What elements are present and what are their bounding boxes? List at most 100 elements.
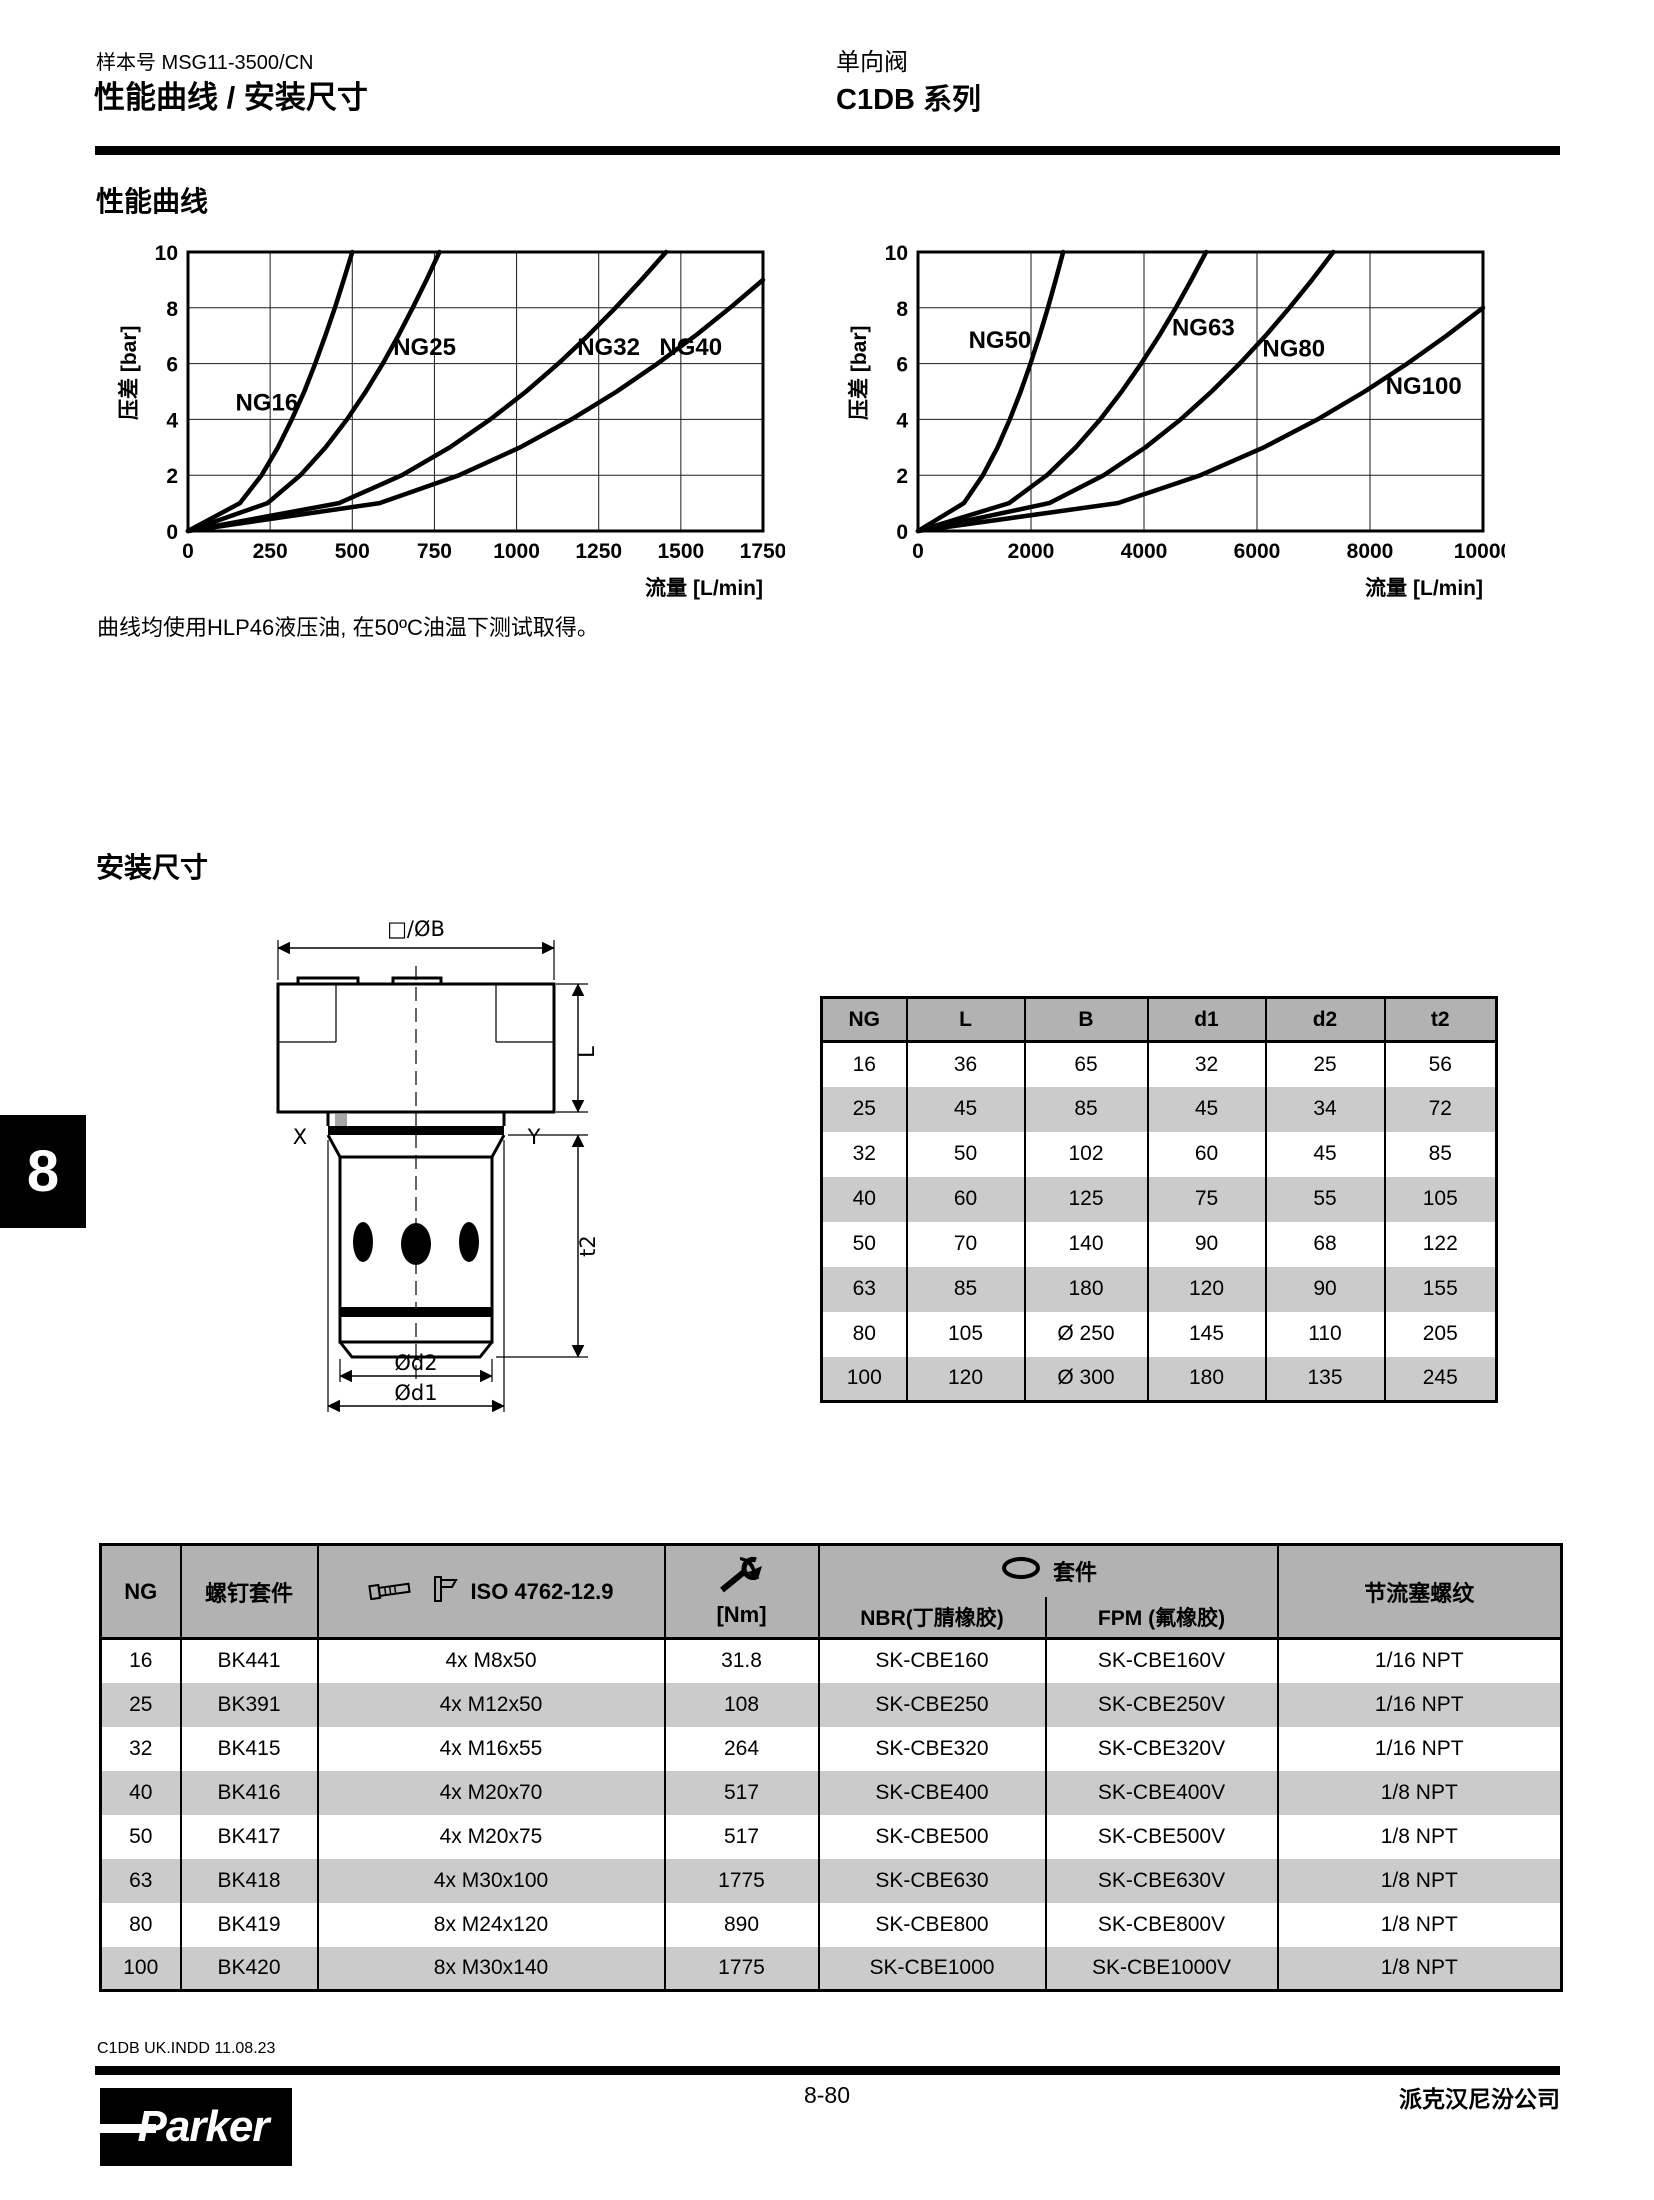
table-cell: 205 [1383, 1311, 1497, 1357]
seal-ring [335, 1114, 347, 1126]
table-cell: 90 [1146, 1221, 1266, 1267]
test-condition-note: 曲线均使用HLP46液压油, 在50ºC油温下测试取得。 [97, 615, 599, 640]
table-cell: SK-CBE160 [817, 1638, 1046, 1683]
table-row: 63 85 180 120 90 155 [820, 1266, 1497, 1312]
table-cell: 4x M30x100 [316, 1858, 665, 1903]
y-tick-label: 10 [155, 242, 178, 265]
table-cell: 517 [663, 1814, 819, 1859]
header-rule [95, 146, 1560, 155]
dim-label-d1: Ød1 [394, 1381, 437, 1405]
table-row: 32 50 102 60 45 85 [820, 1131, 1497, 1177]
y-tick-label: 6 [896, 354, 908, 377]
y-axis-title: 压差 [bar] [847, 326, 871, 421]
table-cell: 45 [1264, 1131, 1385, 1177]
chapter-tab: 8 [0, 1115, 86, 1228]
table-cell: BK415 [179, 1726, 318, 1771]
table-cell: 135 [1264, 1356, 1385, 1402]
footer-rule [95, 2066, 1560, 2075]
plot-border [186, 250, 765, 533]
bolt-kit-table: NG 螺钉套件 ISO 4762-12.9 [99, 1543, 1564, 1992]
file-info: C1DB UK.INDD 11.08.23 [97, 2040, 276, 2057]
table-cell: 8x M30x140 [316, 1946, 665, 1991]
parker-logo: Parker [100, 2088, 292, 2166]
caliper-icon [428, 1575, 460, 1609]
series-label: NG63 [1172, 314, 1235, 341]
plot-border [916, 250, 1485, 533]
logo-bar [100, 2124, 156, 2133]
table-cell: 68 [1264, 1221, 1385, 1267]
port-label-x: X [293, 1125, 307, 1149]
table-row: 80 105 Ø 250 145 110 205 [820, 1311, 1497, 1357]
flow-hole [401, 1223, 431, 1265]
table-cell: 1775 [663, 1946, 819, 1991]
table-cell: 31.8 [663, 1638, 819, 1683]
table-cell: 56 [1383, 1041, 1497, 1087]
table-cell: SK-CBE800 [817, 1902, 1046, 1947]
table-cell: 4x M20x70 [316, 1770, 665, 1815]
column-header-kit: 螺钉套件 [179, 1544, 318, 1639]
bottom-chamfer [338, 1341, 494, 1359]
dim-label-d2: Ød2 [394, 1351, 437, 1375]
x-tick-label: 750 [417, 540, 452, 563]
torque-wrench-icon [718, 1556, 766, 1600]
torque-unit-label: [Nm] [716, 1601, 767, 1627]
table-cell: SK-CBE320V [1044, 1726, 1278, 1771]
seal-band [340, 1307, 492, 1317]
table-row: 80 BK419 8x M24x120 890 SK-CBE800 SK-CBE800V 1… [99, 1902, 1562, 1947]
table-cell: 1/8 NPT [1276, 1814, 1562, 1859]
column-header-iso: ISO 4762-12.9 [316, 1544, 665, 1639]
table-cell: 1/8 NPT [1276, 1946, 1562, 1991]
table-cell: 55 [1264, 1176, 1385, 1222]
dimension-table: NG L B d1 d2 t2 16 36 65 32 25 56 25 45 85 45 34 72… [820, 996, 1498, 1403]
table-cell: 25 [820, 1086, 907, 1132]
doc-number: 样本号 MSG11-3500/CN [96, 52, 314, 74]
table-cell: 60 [1146, 1131, 1266, 1177]
table-cell: Ø 250 [1023, 1311, 1148, 1357]
installation-drawing: □/ØB L t2 X Y [276, 917, 600, 1413]
table-cell: 4x M20x75 [316, 1814, 665, 1859]
column-header: d1 [1146, 997, 1266, 1042]
table-cell: 8x M24x120 [316, 1902, 665, 1947]
y-tick-label: 0 [166, 521, 178, 544]
x-tick-label: 0 [182, 540, 194, 563]
cartridge-sleeve [338, 1155, 494, 1344]
table-cell: 890 [663, 1902, 819, 1947]
column-header: d2 [1264, 997, 1385, 1042]
table-cell: 80 [820, 1311, 907, 1357]
x-tick-label: 500 [335, 540, 370, 563]
table-row: 25 BK391 4x M12x50 108 SK-CBE250 SK-CBE250V 1/… [99, 1682, 1562, 1727]
table-cell: SK-CBE1000 [817, 1946, 1046, 1991]
table-cell: 32 [820, 1131, 907, 1177]
dimension-table-header-row: NG L B d1 d2 t2 [820, 997, 1497, 1042]
flange-band [328, 1126, 504, 1135]
table-row: 50 BK417 4x M20x75 517 SK-CBE500 SK-CBE500V 1/… [99, 1814, 1562, 1859]
y-tick-label: 6 [166, 354, 178, 377]
column-header-ng: NG [99, 1544, 181, 1639]
iso-standard-label: ISO 4762-12.9 [470, 1578, 614, 1604]
table-cell: 85 [1023, 1086, 1148, 1132]
table-row: 100 BK420 8x M30x140 1775 SK-CBE1000 SK-CBE10… [99, 1946, 1562, 1991]
table-cell: 60 [905, 1176, 1025, 1222]
table-cell: 4x M16x55 [316, 1726, 665, 1771]
table-cell: BK417 [179, 1814, 318, 1859]
table-cell: 36 [905, 1041, 1025, 1087]
series-label: NG100 [1386, 373, 1462, 400]
table-cell: 70 [905, 1221, 1025, 1267]
table-cell: BK419 [179, 1902, 318, 1947]
table-cell: 100 [820, 1356, 907, 1402]
table-cell: 90 [1264, 1266, 1385, 1312]
table-cell: BK418 [179, 1858, 318, 1903]
table-row: 40 BK416 4x M20x70 517 SK-CBE400 SK-CBE400V 1/… [99, 1770, 1562, 1815]
port-label-y: Y [527, 1125, 541, 1149]
table-cell: 1775 [663, 1858, 819, 1903]
x-axis-title: 流量 [L/min] [645, 576, 763, 600]
curve-NG32 [185, 249, 669, 534]
series-label: NG25 [393, 334, 456, 361]
table-cell: 85 [905, 1266, 1025, 1312]
dim-label-t2: t2 [576, 1235, 600, 1257]
table-cell: SK-CBE1000V [1044, 1946, 1278, 1991]
table-cell: 180 [1146, 1356, 1266, 1402]
table-row: 40 60 125 75 55 105 [820, 1176, 1497, 1222]
